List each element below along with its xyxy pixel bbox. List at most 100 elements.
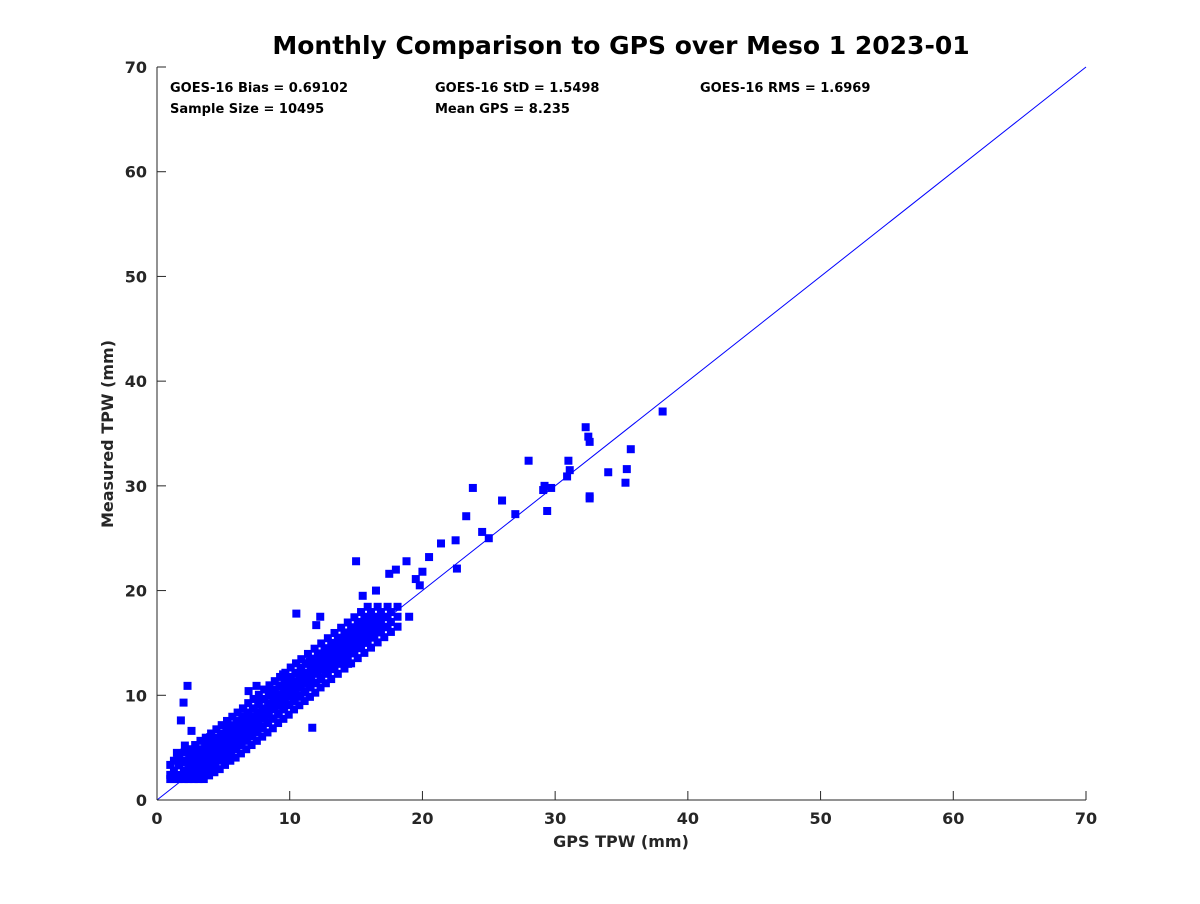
scatter-point xyxy=(169,766,178,775)
scatter-point xyxy=(321,679,330,688)
stat-sample-size-label: Sample Size = 10495 xyxy=(170,102,324,117)
tick-layer: 0 10 20 30 40 50 60 70 0 10 20 30 40 50 60 70 xyxy=(125,58,1097,828)
scatter-point xyxy=(317,659,326,668)
scatter-point xyxy=(167,771,176,780)
scatter-point xyxy=(370,633,379,642)
scatter-point xyxy=(340,648,349,657)
scatter-point xyxy=(344,659,353,668)
scatter-point xyxy=(286,663,295,672)
scatter-point xyxy=(210,768,219,777)
scatter-point xyxy=(343,638,352,647)
scatter-point xyxy=(276,692,285,701)
scatter-point xyxy=(180,748,189,757)
scatter-point xyxy=(330,648,339,657)
scatter-point xyxy=(376,627,385,636)
scatter-point xyxy=(185,755,194,764)
scatter-point xyxy=(185,765,194,774)
scatter-point xyxy=(343,628,352,637)
scatter-point xyxy=(386,608,395,617)
scatter-point xyxy=(183,681,192,690)
scatter-point xyxy=(190,768,199,777)
scatter-point xyxy=(311,679,320,688)
scatter-point xyxy=(350,648,359,657)
stat-rms-label: GOES-16 RMS = 1.6969 xyxy=(700,81,870,96)
scatter-point xyxy=(254,690,263,699)
scatter-point xyxy=(231,753,240,762)
scatter-point xyxy=(337,659,346,668)
scatter-point xyxy=(286,673,295,682)
scatter-point xyxy=(393,622,402,631)
scatter-point xyxy=(260,685,269,694)
scatter-point xyxy=(371,586,380,595)
scatter-point xyxy=(383,602,392,611)
scatter-point xyxy=(265,681,274,690)
scatter-point xyxy=(380,633,389,642)
scatter-point xyxy=(357,627,366,636)
scatter-point xyxy=(189,775,198,784)
scatter-point xyxy=(478,527,487,536)
scatter-point xyxy=(228,732,237,741)
scatter-point xyxy=(221,760,230,769)
scatter-point xyxy=(540,481,549,490)
scatter-point xyxy=(255,695,264,704)
scatter-point xyxy=(357,617,366,626)
scatter-point xyxy=(281,678,290,687)
scatter-point xyxy=(329,641,338,650)
scatter-point xyxy=(191,760,200,769)
stat-std-label: GOES-16 StD = 1.5498 xyxy=(435,81,599,96)
chart-title: Monthly Comparison to GPS over Meso 1 20… xyxy=(272,31,969,60)
scatter-point xyxy=(258,732,267,741)
scatter-point xyxy=(337,623,346,632)
scatter-point xyxy=(581,423,590,432)
scatter-point xyxy=(300,697,309,706)
scatter-point xyxy=(292,659,301,668)
scatter-point xyxy=(210,738,219,747)
x-tick-label: 20 xyxy=(411,809,433,828)
y-tick-label: 10 xyxy=(125,686,147,705)
scatter-point xyxy=(604,468,613,477)
scatter-point xyxy=(290,697,299,706)
scatter-point xyxy=(196,746,205,755)
scatter-point xyxy=(301,679,310,688)
scatter-point xyxy=(306,683,315,692)
scatter-point xyxy=(270,677,279,686)
scatter-point xyxy=(310,654,319,663)
scatter-point xyxy=(292,669,301,678)
scatter-point xyxy=(249,704,258,713)
scatter-point xyxy=(437,539,446,548)
scatter-point xyxy=(232,745,241,754)
scatter-point xyxy=(211,760,220,769)
y-axis-label: Measured TPW (mm) xyxy=(98,340,117,528)
scatter-point xyxy=(385,569,394,578)
scatter-point xyxy=(317,675,326,684)
scatter-point xyxy=(327,675,336,684)
scatter-point xyxy=(248,724,257,733)
scatter-point xyxy=(226,756,235,765)
scatter-point xyxy=(244,719,253,728)
stat-mean-gps-label: Mean GPS = 8.235 xyxy=(435,102,570,117)
scatter-point xyxy=(249,694,258,703)
scatter-point xyxy=(405,612,414,621)
scatter-point xyxy=(357,608,366,617)
scatter-point xyxy=(323,634,332,643)
scatter-point xyxy=(233,728,242,737)
scatter-point xyxy=(343,654,352,663)
scatter-point xyxy=(217,741,226,750)
scatter-point xyxy=(524,456,533,465)
scatter-point xyxy=(174,754,183,763)
scatter-point xyxy=(233,718,242,727)
scatter-point xyxy=(308,723,317,732)
scatter-point xyxy=(206,733,215,742)
scatter-point xyxy=(585,494,594,503)
scatter-point xyxy=(292,609,301,618)
scatter-point xyxy=(217,749,226,758)
scatter-point xyxy=(191,750,200,759)
scatter-point xyxy=(258,724,267,733)
scatter-point xyxy=(195,765,204,774)
scatter-point xyxy=(451,536,460,545)
scatter-point xyxy=(232,736,241,745)
scatter-point xyxy=(393,602,402,611)
scatter-point xyxy=(201,760,210,769)
scatter-point xyxy=(360,633,369,642)
